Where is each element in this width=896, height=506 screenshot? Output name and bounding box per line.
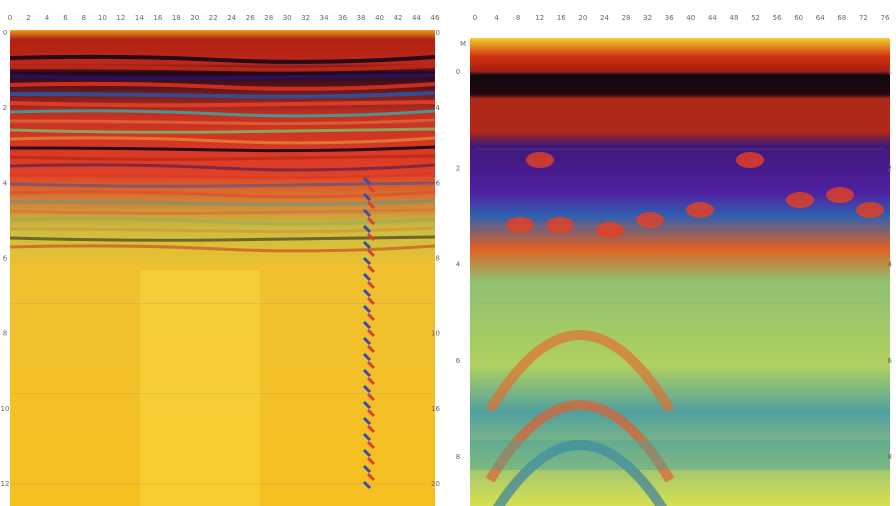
right-radargram <box>470 38 890 506</box>
x-tick-label: 20 <box>190 14 199 22</box>
x-tick-label: 12 <box>535 14 544 22</box>
x-tick-label: 42 <box>394 14 403 22</box>
x-tick-label: 64 <box>816 14 825 22</box>
x-tick-label: 32 <box>643 14 652 22</box>
x-tick-label: 38 <box>357 14 366 22</box>
x-tick-label: 40 <box>375 14 384 22</box>
y2-tick-label: 4 <box>436 104 441 112</box>
x-tick-label: 0 <box>8 14 12 22</box>
x-tick-label: 22 <box>209 14 218 22</box>
x-tick-label: 8 <box>82 14 86 22</box>
y-tick-label: 6 <box>456 357 461 365</box>
anomaly <box>786 192 814 208</box>
pale-zone <box>140 270 260 506</box>
x-tick-label: 16 <box>557 14 566 22</box>
anomaly <box>596 222 624 238</box>
y-tick-label: 4 <box>3 179 8 187</box>
y-tick-label: 2 <box>456 164 460 172</box>
x-tick-label: 34 <box>320 14 329 22</box>
y2-tick-label: 10 <box>431 330 440 338</box>
x-tick-label: 4 <box>494 14 499 22</box>
anomaly <box>826 187 854 203</box>
anomaly <box>506 217 534 233</box>
y-tick-label: 2 <box>3 104 7 112</box>
x-tick-label: 68 <box>837 14 846 22</box>
y2-tick-label: 4 <box>888 261 893 269</box>
x-tick-label: 60 <box>794 14 803 22</box>
left-panel: 0246810121416182022242628303234363840424… <box>1 14 441 506</box>
x-tick-label: 76 <box>881 14 890 22</box>
x-tick-label: 0 <box>473 14 477 22</box>
y2-tick-label: 8 <box>888 453 892 461</box>
x-tick-label: 32 <box>301 14 310 22</box>
anomaly <box>546 217 574 233</box>
y2-tick-label: 0 <box>436 29 440 37</box>
y-tick-label: 0 <box>456 68 460 76</box>
x-tick-label: 6 <box>63 14 68 22</box>
y-tick-label: 4 <box>456 261 461 269</box>
x-tick-label: 14 <box>135 14 144 22</box>
x-tick-label: 24 <box>227 14 236 22</box>
y2-tick-label: 8 <box>436 255 440 263</box>
anomaly <box>736 152 764 168</box>
x-tick-label: 36 <box>665 14 674 22</box>
x-tick-label: 28 <box>264 14 273 22</box>
corner-label: M <box>460 40 466 48</box>
y-tick-label: 6 <box>3 255 8 263</box>
y-tick-label: 8 <box>456 453 460 461</box>
x-tick-label: 20 <box>578 14 587 22</box>
x-tick-label: 4 <box>45 14 50 22</box>
anomaly <box>686 202 714 218</box>
x-tick-label: 16 <box>153 14 162 22</box>
y2-tick-label: 6 <box>436 179 441 187</box>
x-tick-label: 12 <box>116 14 125 22</box>
y-tick-label: 8 <box>3 330 7 338</box>
y2-tick-label: 16 <box>431 405 440 413</box>
x-tick-label: 36 <box>338 14 347 22</box>
x-tick-label: 28 <box>622 14 631 22</box>
x-tick-label: 56 <box>773 14 782 22</box>
y-tick-label: 0 <box>3 29 7 37</box>
x-tick-label: 44 <box>412 14 421 22</box>
x-tick-label: 52 <box>751 14 760 22</box>
green-band <box>470 440 890 470</box>
x-tick-label: 18 <box>172 14 181 22</box>
y2-tick-label: 6 <box>888 357 893 365</box>
x-tick-label: 10 <box>98 14 107 22</box>
y2-tick-label: 1 <box>888 68 892 76</box>
y-tick-label: 12 <box>1 480 10 488</box>
x-tick-label: 2 <box>26 14 30 22</box>
anomaly <box>856 202 884 218</box>
x-tick-label: 24 <box>600 14 609 22</box>
anomaly <box>636 212 664 228</box>
anomaly <box>526 152 554 168</box>
y-tick-label: 10 <box>1 405 10 413</box>
x-tick-label: 44 <box>708 14 717 22</box>
x-tick-label: 48 <box>729 14 738 22</box>
x-tick-label: 46 <box>431 14 440 22</box>
radargram-figure: 0246810121416182022242628303234363840424… <box>0 0 896 506</box>
x-tick-label: 72 <box>859 14 868 22</box>
y2-tick-label: 2 <box>888 164 892 172</box>
x-tick-label: 30 <box>283 14 292 22</box>
x-tick-label: 26 <box>246 14 255 22</box>
x-tick-label: 40 <box>686 14 695 22</box>
x-tick-label: 8 <box>516 14 520 22</box>
